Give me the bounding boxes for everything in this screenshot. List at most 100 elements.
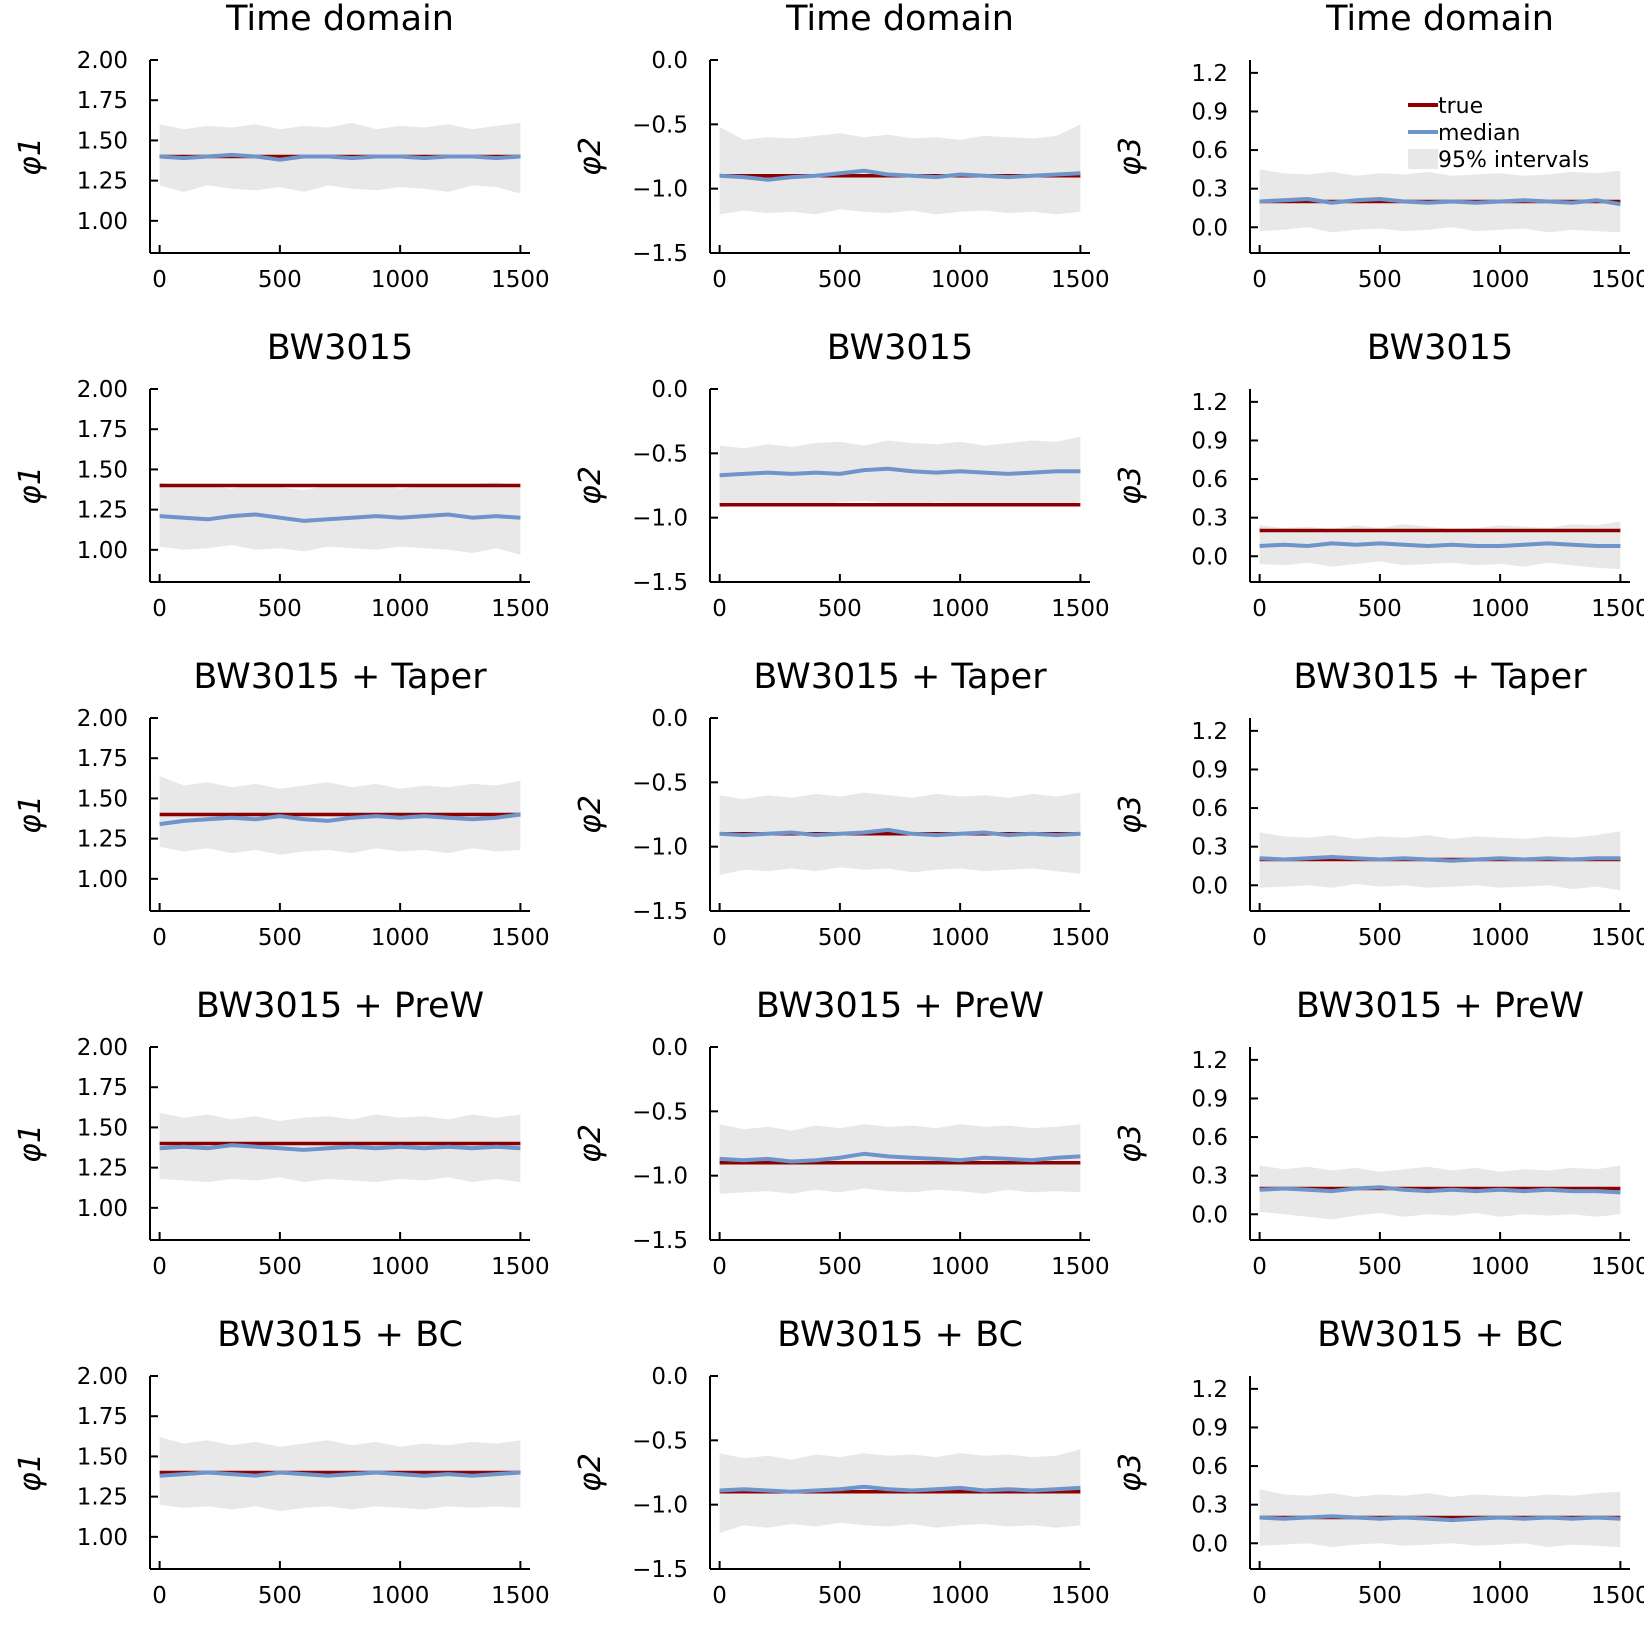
y-tick-label: 1.00 xyxy=(77,538,128,564)
panel-1-1: Time domain φ1 1.00 1.25 1.50 1.75 2.00 0 500 100… xyxy=(13,0,550,293)
panel-2-3: BW3015 φ3 0.0 0.3 0.6 0.9 1.2 0 500 1000 1500 xyxy=(1113,328,1644,622)
y-tick-label: 1.2 xyxy=(1191,719,1228,745)
median-line xyxy=(1259,1514,1621,1523)
y-tick-label: 0.6 xyxy=(1191,796,1228,822)
y-tick-label: 1.25 xyxy=(77,827,128,853)
x-tick-label: 1000 xyxy=(931,596,990,622)
panel-title: BW3015 xyxy=(267,328,413,368)
y-tick-label: −1.5 xyxy=(632,1228,688,1254)
x-tick-label: 1500 xyxy=(1591,1583,1644,1609)
x-tick-label: 1500 xyxy=(1051,267,1110,293)
y-tick-label: −1.0 xyxy=(632,177,688,203)
x-tick-label: 500 xyxy=(1358,925,1402,951)
panel-4-1: BW3015 + PreW φ1 1.00 1.25 1.50 1.75 2.00 0 500 1… xyxy=(13,986,550,1280)
y-axis-label: φ1 xyxy=(13,1453,48,1492)
y-tick-label: 1.50 xyxy=(77,457,128,483)
median-line xyxy=(159,1470,521,1478)
y-tick-label: 1.50 xyxy=(77,1444,128,1470)
x-tick-label: 0 xyxy=(712,596,727,622)
panel-3-2: BW3015 + Taper φ2 −1.5 −1.0 −0.5 0.0 0 500 1000 1… xyxy=(573,657,1110,951)
median-line xyxy=(1259,1185,1621,1195)
panel-4-2: BW3015 + PreW φ2 −1.5 −1.0 −0.5 0.0 0 500 1000 15… xyxy=(573,986,1110,1280)
legend-true-label: true xyxy=(1438,94,1483,119)
y-tick-label: 1.50 xyxy=(77,1115,128,1141)
y-tick-label: 0.6 xyxy=(1191,138,1228,164)
x-tick-label: 500 xyxy=(1358,1254,1402,1280)
y-axis-label: φ1 xyxy=(13,795,48,834)
y-tick-label: −0.5 xyxy=(632,112,688,138)
y-tick-label: 2.00 xyxy=(77,706,128,732)
x-tick-label: 1000 xyxy=(1471,1583,1530,1609)
x-tick-label: 500 xyxy=(258,267,302,293)
panel-title: BW3015 + BC xyxy=(1317,1315,1563,1355)
median-line xyxy=(159,512,521,523)
y-tick-label: 0.3 xyxy=(1191,1164,1228,1190)
median-line xyxy=(719,827,1081,838)
x-tick-label: 500 xyxy=(258,1254,302,1280)
y-tick-label: −1.5 xyxy=(632,570,688,596)
x-tick-label: 0 xyxy=(152,267,167,293)
y-tick-label: 1.50 xyxy=(77,786,128,812)
x-tick-label: 0 xyxy=(1252,1583,1267,1609)
legend-interval-label: 95% intervals xyxy=(1438,148,1589,173)
panel-3-1: BW3015 + Taper φ1 1.00 1.25 1.50 1.75 2.00 0 500… xyxy=(13,657,550,951)
panel-5-3: BW3015 + BC φ3 0.0 0.3 0.6 0.9 1.2 0 500 1000 1500 xyxy=(1113,1315,1644,1609)
x-tick-label: 1500 xyxy=(1591,596,1644,622)
x-tick-label: 0 xyxy=(712,925,727,951)
panel-title: BW3015 + PreW xyxy=(196,986,484,1026)
y-tick-label: 0.6 xyxy=(1191,467,1228,493)
median-line xyxy=(159,152,521,162)
y-tick-label: 1.2 xyxy=(1191,390,1228,416)
y-tick-label: −1.0 xyxy=(632,835,688,861)
x-tick-label: 1500 xyxy=(491,1254,550,1280)
panel-title: BW3015 + BC xyxy=(217,1315,463,1355)
legend-interval-swatch xyxy=(1408,149,1438,169)
y-tick-label: 1.75 xyxy=(77,1404,128,1430)
x-tick-label: 500 xyxy=(818,1254,862,1280)
median-line xyxy=(1259,197,1621,207)
x-tick-label: 1000 xyxy=(1471,925,1530,951)
x-tick-label: 1000 xyxy=(931,1583,990,1609)
y-tick-label: 0.0 xyxy=(1191,1202,1228,1228)
y-tick-label: 0.0 xyxy=(1191,1531,1228,1557)
panel-title: BW3015 + PreW xyxy=(756,986,1044,1026)
y-tick-label: 0.3 xyxy=(1191,835,1228,861)
y-tick-label: 0.6 xyxy=(1191,1125,1228,1151)
y-tick-label: −0.5 xyxy=(632,1099,688,1125)
x-tick-label: 1500 xyxy=(491,925,550,951)
x-tick-label: 1500 xyxy=(1051,596,1110,622)
median-line xyxy=(719,466,1081,478)
y-tick-label: 0.0 xyxy=(651,1035,688,1061)
x-tick-label: 1500 xyxy=(1591,925,1644,951)
y-tick-label: 1.00 xyxy=(77,209,128,235)
median-line xyxy=(1259,855,1621,863)
y-tick-label: 0.9 xyxy=(1191,428,1228,454)
x-tick-label: 0 xyxy=(712,1583,727,1609)
x-tick-label: 0 xyxy=(1252,267,1267,293)
panel-1-3: Time domain φ3 0.0 0.3 0.6 0.9 1.2 0 500 1000 1500 xyxy=(1113,0,1644,293)
panel-2-2: BW3015 φ2 −1.5 −1.0 −0.5 0.0 0 500 1000 1500 xyxy=(573,328,1110,622)
y-tick-label: 0.0 xyxy=(651,48,688,74)
y-axis-label: φ3 xyxy=(1113,137,1148,176)
panel-3-3: BW3015 + Taper φ3 0.0 0.3 0.6 0.9 1.2 0 500 1000 1… xyxy=(1113,657,1644,951)
y-tick-label: −1.0 xyxy=(632,506,688,532)
y-tick-label: 0.0 xyxy=(651,706,688,732)
y-tick-label: 0.0 xyxy=(651,1364,688,1390)
y-axis-label: φ3 xyxy=(1113,466,1148,505)
x-tick-label: 500 xyxy=(1358,596,1402,622)
x-tick-label: 1000 xyxy=(1471,596,1530,622)
x-tick-label: 1000 xyxy=(371,925,430,951)
y-axis-label: φ1 xyxy=(13,137,48,176)
y-tick-label: 1.2 xyxy=(1191,1377,1228,1403)
y-tick-label: 1.2 xyxy=(1191,61,1228,87)
y-tick-label: 1.2 xyxy=(1191,1048,1228,1074)
x-tick-label: 0 xyxy=(1252,925,1267,951)
x-tick-label: 0 xyxy=(152,1583,167,1609)
y-tick-label: −1.5 xyxy=(632,1557,688,1583)
x-tick-label: 500 xyxy=(258,1583,302,1609)
median-line xyxy=(1259,541,1621,548)
y-tick-label: −1.0 xyxy=(632,1164,688,1190)
y-tick-label: −1.5 xyxy=(632,241,688,267)
